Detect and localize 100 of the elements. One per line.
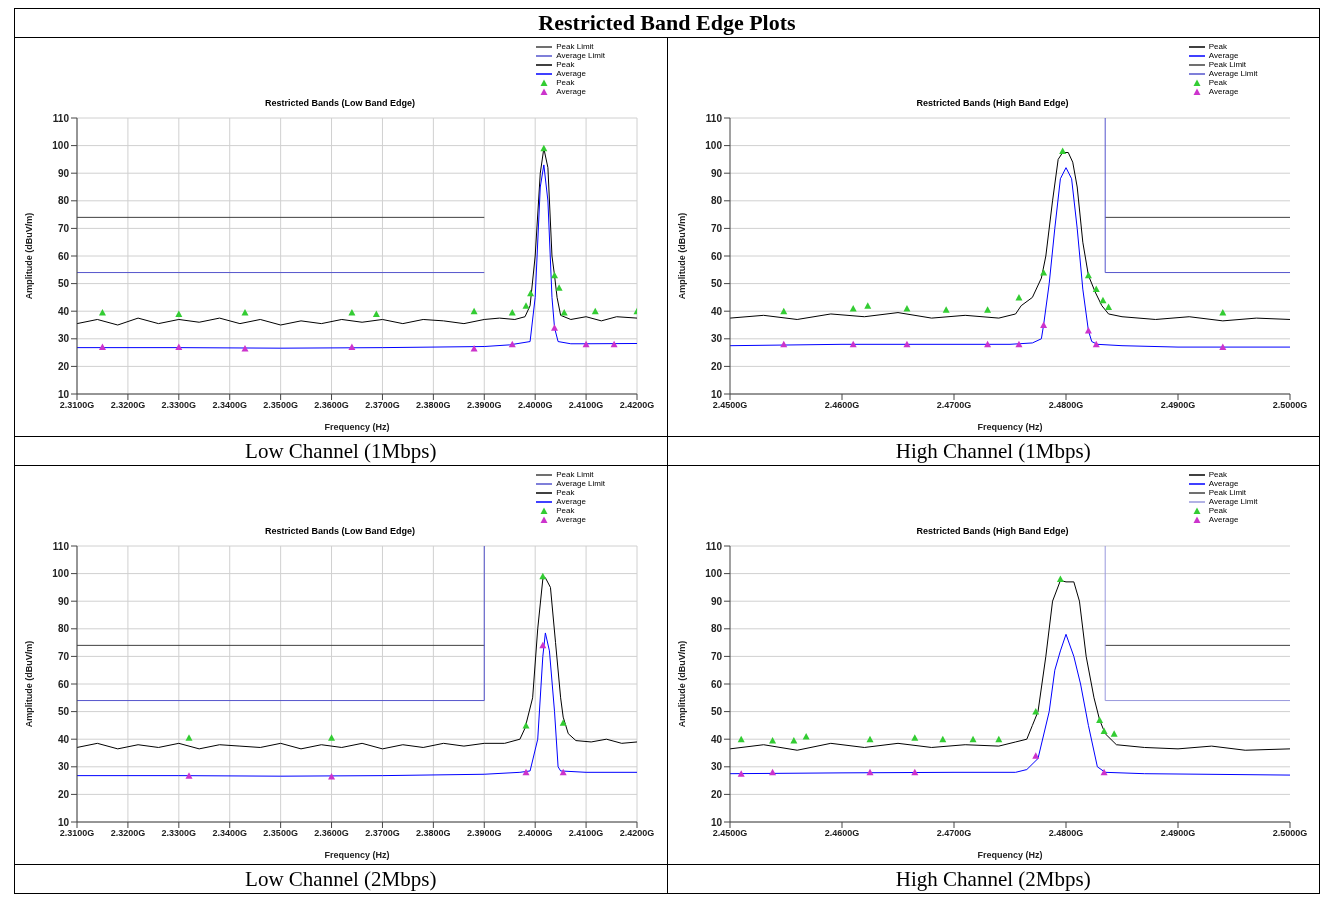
legend-label: Average Limit [556,479,605,488]
y-tick-label: 90 [710,167,722,179]
legend-label: Peak [556,60,575,69]
y-tick-label: 10 [710,816,722,828]
legend-label: Peak [1208,506,1227,515]
y-tick-label: 30 [710,761,722,773]
legend-label: Average Limit [556,51,605,60]
legend-label: Average [556,497,586,506]
y-tick-label: 50 [57,706,70,718]
point [779,307,787,315]
x-tick-label: 2.3200G [110,400,146,411]
point [983,306,991,313]
x-tick-label: 2.3100G [59,828,95,839]
point [737,770,745,777]
point [348,309,356,316]
x-axis-title: Frequency (Hz) [976,850,1043,860]
x-tick-label: 2.3800G [416,828,451,839]
x-tick-label: 2.3200G [110,828,146,839]
point [98,309,106,316]
y-tick-label: 110 [705,112,722,124]
legend-label: Peak [556,78,575,87]
legend-label: Average [556,69,586,78]
x-tick-label: 2.3600G [314,400,349,411]
y-tick-label: 40 [710,305,722,317]
legend-label: Average [556,515,586,524]
y-tick-label: 90 [710,595,722,607]
y-tick-label: 50 [57,278,70,290]
point [994,735,1002,743]
x-tick-label: 2.4700G [936,828,971,839]
legend-label: Peak [1208,78,1227,87]
point [789,737,797,744]
point [768,768,776,776]
x-tick-label: 2.4800G [1048,828,1083,839]
y-tick-label: 10 [57,388,70,400]
y-tick-label: 20 [710,360,722,372]
x-tick-label: 2.4200G [619,828,655,839]
y-tick-label: 80 [57,623,70,635]
line-series [77,164,637,349]
point [539,641,547,649]
x-tick-label: 2.4600G [824,400,859,411]
point [527,289,535,297]
point [185,734,193,741]
point [1084,271,1092,279]
y-tick-label: 20 [710,788,722,800]
point [1039,269,1047,276]
y-tick-label: 90 [57,595,70,607]
line-series [729,633,1290,776]
y-tick-label: 30 [57,333,70,345]
point [1218,309,1226,316]
legend-label: Peak Limit [1208,60,1247,69]
chart-title: Restricted Bands (High Band Edge) [915,98,1070,108]
y-tick-label: 100 [704,140,722,152]
point [1110,730,1118,737]
legend-label: Average [556,87,586,96]
x-tick-label: 2.3300G [161,828,197,839]
y-tick-label: 100 [52,568,70,580]
point [555,284,563,291]
legend-label: Peak Limit [556,42,594,51]
x-tick-label: 2.5000G [1272,400,1307,411]
x-tick-label: 2.4200G [619,400,655,411]
y-tick-label: 100 [52,140,70,152]
point [348,343,356,351]
y-tick-label: 90 [57,167,70,179]
point [779,340,787,348]
point [539,572,547,580]
y-tick-label: 30 [710,333,722,345]
point [559,719,567,726]
x-axis-title: Frequency (Hz) [324,422,390,432]
y-tick-label: 70 [710,222,722,234]
point [768,737,776,744]
y-tick-label: 40 [57,305,70,317]
point [328,734,336,741]
legend-label: Peak [556,506,575,515]
point [559,768,567,776]
point [1039,321,1047,328]
point [1092,285,1100,293]
point [1031,752,1039,759]
point [1084,327,1092,334]
y-tick-label: 110 [705,540,722,552]
x-tick-label: 2.3500G [263,828,298,839]
y-tick-label: 70 [57,222,70,234]
point [591,307,599,315]
point [508,309,516,316]
x-tick-label: 2.3700G [365,400,400,411]
x-tick-label: 2.4000G [517,828,553,839]
legend-label: Peak Limit [1208,488,1247,497]
y-tick-label: 40 [57,733,70,745]
point [185,772,193,779]
point [1100,727,1108,734]
y-tick-label: 20 [57,788,70,800]
legend-label: Peak [556,488,575,497]
point [1058,147,1066,155]
x-tick-label: 2.4000G [517,400,553,411]
y-tick-label: 100 [704,568,722,580]
y-axis-title: Amplitude (dBuV/m) [24,212,35,300]
chart-title: Restricted Bands (Low Band Edge) [264,526,416,536]
point [910,734,918,741]
point [1056,575,1064,583]
point [175,343,183,351]
point [737,735,745,743]
